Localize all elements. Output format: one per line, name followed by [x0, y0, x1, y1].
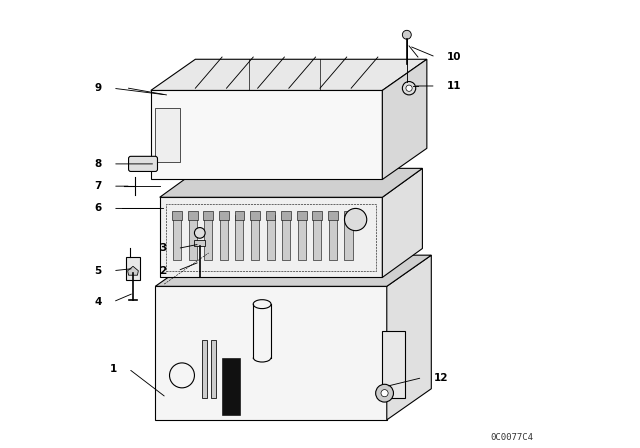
Polygon shape [281, 211, 291, 220]
Polygon shape [222, 358, 240, 415]
Text: 7: 7 [95, 181, 102, 191]
Text: 0C0077C4: 0C0077C4 [491, 433, 534, 442]
Bar [156, 108, 180, 162]
Circle shape [406, 85, 412, 91]
Text: 9: 9 [95, 83, 102, 93]
Polygon shape [202, 340, 207, 398]
Polygon shape [151, 90, 382, 180]
Polygon shape [172, 211, 182, 220]
Polygon shape [219, 211, 228, 220]
Polygon shape [160, 168, 422, 197]
Polygon shape [236, 215, 243, 260]
Polygon shape [312, 211, 322, 220]
Polygon shape [329, 215, 337, 260]
Polygon shape [189, 215, 196, 260]
Circle shape [344, 208, 367, 231]
Polygon shape [344, 211, 353, 220]
Text: 4: 4 [95, 297, 102, 307]
Bar [126, 258, 140, 280]
Polygon shape [282, 215, 290, 260]
Polygon shape [188, 211, 198, 220]
Text: 8: 8 [95, 159, 102, 169]
Polygon shape [204, 211, 213, 220]
Polygon shape [314, 215, 321, 260]
Polygon shape [250, 211, 260, 220]
Text: 1: 1 [110, 364, 117, 374]
Circle shape [195, 228, 205, 238]
Polygon shape [195, 240, 205, 246]
Polygon shape [156, 286, 387, 420]
Text: 6: 6 [95, 203, 102, 213]
Circle shape [376, 384, 394, 402]
Polygon shape [387, 255, 431, 420]
Polygon shape [328, 211, 338, 220]
Polygon shape [298, 215, 306, 260]
Text: 2: 2 [159, 266, 166, 276]
FancyBboxPatch shape [129, 156, 157, 172]
Polygon shape [160, 197, 382, 277]
Text: 11: 11 [447, 81, 461, 91]
Circle shape [403, 30, 412, 39]
Polygon shape [211, 340, 216, 398]
Polygon shape [173, 215, 181, 260]
Polygon shape [127, 266, 138, 275]
Polygon shape [344, 215, 353, 260]
Polygon shape [266, 211, 275, 220]
Circle shape [403, 82, 416, 95]
Polygon shape [382, 331, 404, 398]
Text: 10: 10 [447, 52, 461, 62]
Polygon shape [267, 215, 275, 260]
Text: 5: 5 [95, 266, 102, 276]
Polygon shape [156, 255, 431, 286]
Text: 3: 3 [159, 243, 166, 254]
Polygon shape [297, 211, 307, 220]
Circle shape [381, 390, 388, 397]
Polygon shape [204, 215, 212, 260]
Polygon shape [251, 215, 259, 260]
Polygon shape [234, 211, 244, 220]
Polygon shape [382, 168, 422, 277]
Text: 12: 12 [433, 373, 448, 383]
Polygon shape [151, 59, 427, 90]
Polygon shape [382, 59, 427, 180]
Polygon shape [220, 215, 228, 260]
